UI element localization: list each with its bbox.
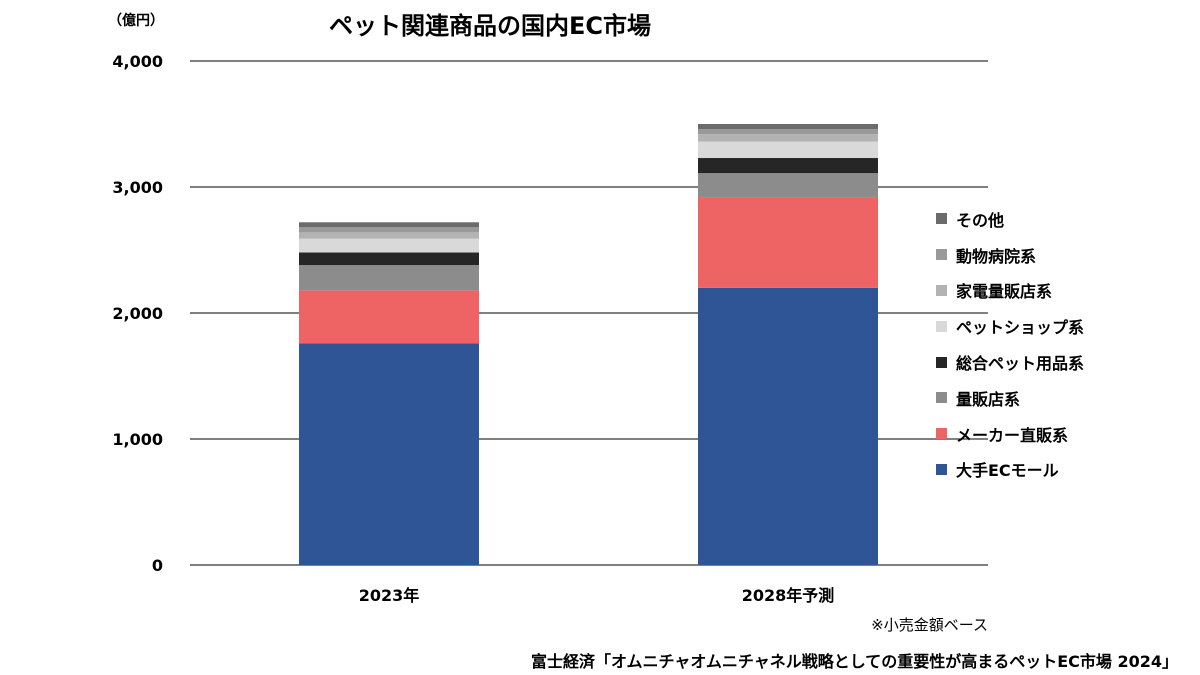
chart-title: ペット関連商品の国内EC市場 <box>328 12 651 40</box>
bar-segment <box>299 222 479 228</box>
legend-swatch <box>936 392 947 404</box>
legend-item: 量販店系 <box>936 380 1084 416</box>
y-tick-label: 3,000 <box>112 178 163 197</box>
y-axis-unit-label: （億円） <box>108 13 164 29</box>
bar-segment <box>299 252 479 266</box>
legend-swatch <box>936 249 947 261</box>
legend-label: 家電量販店系 <box>956 282 1053 302</box>
y-tick-label: 1,000 <box>112 430 163 449</box>
bar-segment <box>698 129 878 135</box>
legend-label: ペットショップ系 <box>956 318 1085 338</box>
legend-item: 家電量販店系 <box>936 273 1084 309</box>
bar-segment <box>299 238 479 253</box>
source-citation: 富士経済「オムニチャオムニチャネル戦略としての重要性が高まるペットEC市場 20… <box>530 652 1178 671</box>
y-tick-label: 2,000 <box>112 304 163 323</box>
bar-segment <box>698 173 878 198</box>
bar-segment <box>299 265 479 291</box>
bar-segment <box>698 197 878 288</box>
legend-swatch <box>936 428 947 440</box>
bar-segment <box>698 158 878 174</box>
bar-segment <box>299 290 479 344</box>
x-tick-label: 2023年 <box>359 586 420 605</box>
bars <box>299 124 878 565</box>
bar-segment <box>698 124 878 130</box>
y-tick-labels: 0 1,000 2,000 3,000 4,000 <box>112 52 163 575</box>
footnote: ※小売金額ベース <box>871 616 988 634</box>
legend-item: メーカー直販系 <box>936 416 1084 452</box>
y-tick-label: 0 <box>152 556 163 575</box>
legend-label: メーカー直販系 <box>956 425 1069 445</box>
legend-label: 量販店系 <box>956 389 1021 409</box>
bar-segment <box>698 134 878 142</box>
legend-swatch <box>936 320 947 332</box>
legend-label: 大手ECモール <box>956 461 1059 481</box>
bar-segment <box>698 287 878 565</box>
legend-item: 総合ペット用品系 <box>936 344 1084 380</box>
legend-label: 動物病院系 <box>956 246 1037 266</box>
bar-segment <box>299 227 479 233</box>
bar-segment <box>698 141 878 159</box>
legend-item: 動物病院系 <box>936 237 1084 273</box>
legend-swatch <box>936 356 947 368</box>
x-tick-label: 2028年予測 <box>742 586 835 605</box>
y-tick-label: 4,000 <box>112 52 163 71</box>
bar-segment <box>299 232 479 239</box>
legend-swatch <box>936 284 947 296</box>
legend: その他動物病院系家電量販店系ペットショップ系 総合ペット用品系 量販店系メーカー直販… <box>936 201 1084 487</box>
legend-swatch <box>936 213 947 225</box>
legend-label: 総合ペット用品系 <box>956 354 1085 374</box>
legend-item: 大手ECモール <box>936 452 1084 488</box>
legend-item: ペットショップ系 <box>936 308 1084 344</box>
legend-item: その他 <box>936 201 1084 237</box>
x-tick-labels: 2023年 2028年予測 <box>359 586 835 605</box>
bar-segment <box>299 343 479 565</box>
legend-label: その他 <box>956 210 1005 230</box>
legend-swatch <box>936 463 947 475</box>
